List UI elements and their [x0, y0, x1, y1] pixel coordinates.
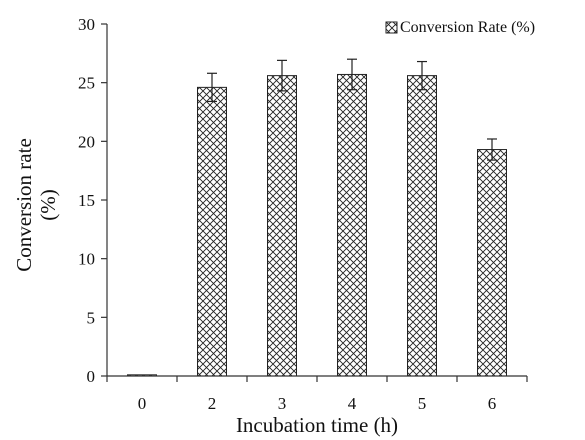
- bar: [267, 75, 297, 377]
- x-tick-label: 3: [278, 394, 287, 413]
- y-tick-label: 25: [78, 74, 95, 93]
- legend: Conversion Rate (%): [385, 19, 535, 36]
- y-tick-label: 5: [87, 308, 96, 327]
- y-axis-title-line-1: Conversion rate: [12, 138, 36, 272]
- x-tick-label: 6: [488, 394, 497, 413]
- y-tick-label: 0: [87, 367, 96, 386]
- bar: [407, 75, 437, 377]
- bar: [197, 86, 227, 377]
- y-axis-title-line-2: (%): [36, 189, 60, 220]
- y-tick-label: 15: [78, 191, 95, 210]
- x-tick-label: 4: [348, 394, 357, 413]
- x-tick-label: 2: [208, 394, 217, 413]
- bar: [337, 73, 367, 377]
- x-tick-label: 0: [138, 394, 147, 413]
- legend-swatch: [385, 21, 398, 34]
- bar: [477, 149, 507, 377]
- x-tick-label: 5: [418, 394, 427, 413]
- legend-label: Conversion Rate (%): [400, 19, 535, 36]
- x-axis-title: Incubation time (h): [236, 413, 398, 437]
- y-tick-label: 30: [78, 15, 95, 34]
- y-tick-label: 20: [78, 132, 95, 151]
- y-tick-label: 10: [78, 250, 95, 269]
